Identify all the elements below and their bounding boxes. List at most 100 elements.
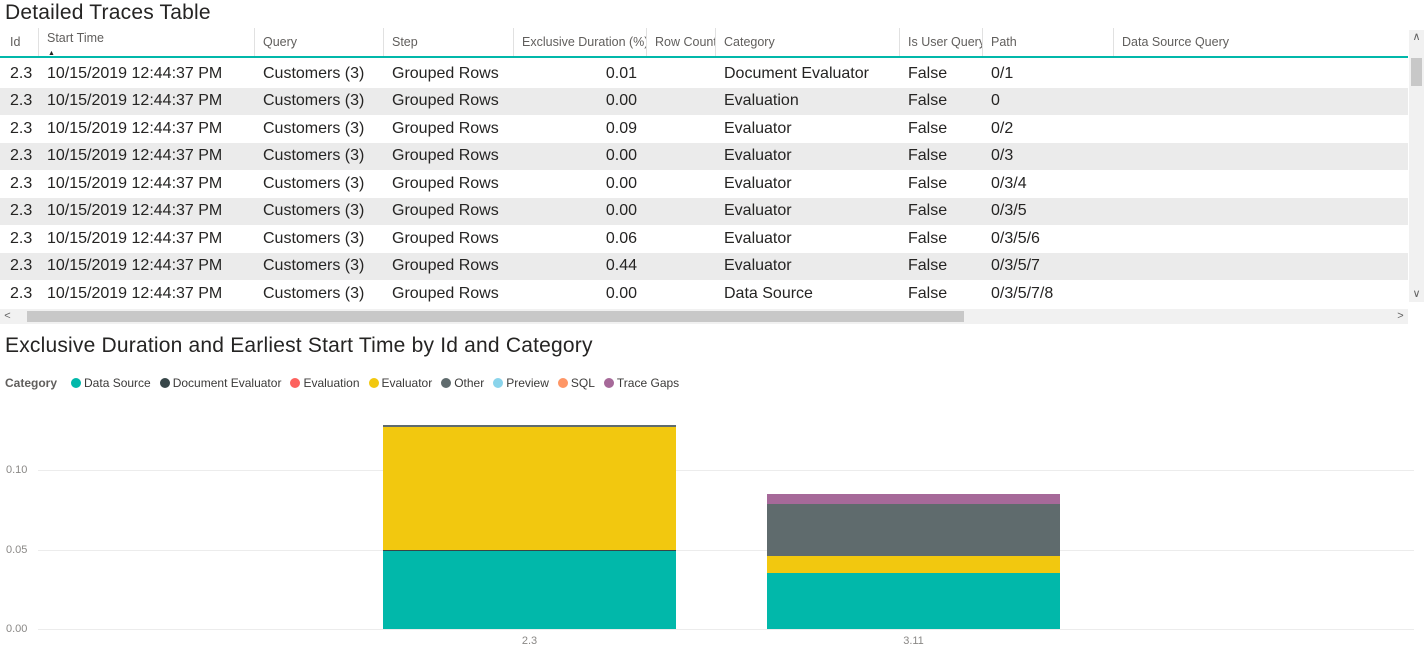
table-row[interactable]: 2.3 10/15/2019 12:44:37 PM Customers (3) Gr…: [0, 115, 1408, 143]
table-cell: 2.3: [10, 147, 33, 165]
column-header-label: Step: [392, 35, 418, 49]
horizontal-scrollbar-thumb[interactable]: [27, 311, 964, 322]
column-header-row-count[interactable]: Row Count: [647, 28, 716, 56]
table-body: 2.3 10/15/2019 12:44:37 PM Customers (3) Gr…: [0, 60, 1408, 308]
legend-item-document-evaluator[interactable]: Document Evaluator: [159, 376, 281, 390]
legend-item-label: Evaluator: [381, 376, 433, 390]
table-cell: Customers (3): [263, 202, 365, 220]
column-header-label: Start Time: [47, 31, 104, 45]
table-row[interactable]: 2.3 10/15/2019 12:44:37 PM Customers (3) Gr…: [0, 280, 1408, 308]
column-header-start-time[interactable]: Start Time ▲: [39, 28, 255, 56]
horizontal-scrollbar[interactable]: < >: [0, 309, 1408, 324]
legend-color-dot: [290, 378, 301, 388]
table-cell: 2.3: [10, 92, 33, 110]
table-row[interactable]: 2.3 10/15/2019 12:44:37 PM Customers (3) Gr…: [0, 170, 1408, 198]
legend-color-dot: [71, 378, 82, 388]
column-header-query[interactable]: Query: [255, 28, 384, 56]
table-cell: 2.3: [10, 174, 33, 192]
table-cell: 0.01: [605, 64, 637, 82]
stacked-bar-3-11[interactable]: [767, 494, 1060, 629]
table-cell: False: [908, 229, 948, 247]
table-cell: 0/3/4: [991, 174, 1027, 192]
legend-item-sql[interactable]: SQL: [557, 376, 595, 390]
table-cell: 2.3: [10, 257, 33, 275]
sort-ascending-icon: ▲: [48, 50, 55, 56]
scroll-left-icon[interactable]: <: [0, 309, 15, 324]
table-cell: 0: [991, 92, 1000, 110]
bar-segment-other[interactable]: [383, 425, 676, 427]
table-row[interactable]: 2.3 10/15/2019 12:44:37 PM Customers (3) Gr…: [0, 225, 1408, 253]
column-header-category[interactable]: Category: [716, 28, 900, 56]
table-cell: Grouped Rows: [392, 229, 499, 247]
table-row[interactable]: 2.3 10/15/2019 12:44:37 PM Customers (3) Gr…: [0, 142, 1408, 170]
table-cell: Grouped Rows: [392, 202, 499, 220]
table-header-row: Id Start Time ▲ Query Step Exclusive Duration…: [0, 28, 1408, 58]
table-cell: Evaluator: [724, 147, 792, 165]
table-cell: False: [908, 257, 948, 275]
table-cell: Grouped Rows: [392, 284, 499, 302]
bar-segment-evaluator[interactable]: [383, 427, 676, 550]
vertical-scrollbar[interactable]: ∧ ∨: [1409, 30, 1424, 302]
legend-item-evaluator[interactable]: Evaluator: [368, 376, 433, 390]
legend-item-trace-gaps[interactable]: Trace Gaps: [603, 376, 680, 390]
table-row[interactable]: 2.3 10/15/2019 12:44:37 PM Customers (3) Gr…: [0, 252, 1408, 280]
scroll-right-icon[interactable]: >: [1393, 309, 1408, 324]
table-cell: Evaluator: [724, 174, 792, 192]
table-cell: 10/15/2019 12:44:37 PM: [47, 119, 223, 137]
scroll-down-icon[interactable]: ∨: [1409, 287, 1424, 302]
column-header-label: Row Count: [655, 35, 716, 49]
chart-title: Exclusive Duration and Earliest Start Ti…: [5, 334, 593, 357]
table-cell: 2.3: [10, 119, 33, 137]
chart-plot-area: 0.00 0.05 0.10 2.3 3.11: [0, 400, 1424, 672]
table-cell: Data Source: [724, 284, 813, 302]
legend-item-data-source[interactable]: Data Source: [71, 376, 151, 390]
table-cell: False: [908, 202, 948, 220]
bar-segment-data-source[interactable]: [383, 551, 676, 629]
column-header-step[interactable]: Step: [384, 28, 514, 56]
column-header-is-user-query[interactable]: Is User Query: [900, 28, 983, 56]
legend-item-label: Data Source: [84, 376, 151, 390]
bar-segment-trace-gaps[interactable]: [767, 494, 1060, 504]
bar-segment-evaluator[interactable]: [767, 556, 1060, 573]
column-header-path[interactable]: Path: [983, 28, 1114, 56]
legend-item-preview[interactable]: Preview: [493, 376, 549, 390]
table-cell: Grouped Rows: [392, 119, 499, 137]
stacked-bar-2-3[interactable]: [383, 425, 676, 629]
bar-segment-document-evaluator[interactable]: [383, 550, 676, 551]
table-cell: 0.06: [605, 229, 637, 247]
table-cell: Customers (3): [263, 92, 365, 110]
table-cell: 0.00: [605, 174, 637, 192]
table-cell: Customers (3): [263, 229, 365, 247]
legend-item-evaluation[interactable]: Evaluation: [290, 376, 360, 390]
scroll-up-icon[interactable]: ∧: [1409, 30, 1424, 45]
table-cell: False: [908, 147, 948, 165]
table-cell: Document Evaluator: [724, 64, 869, 82]
table-cell: Customers (3): [263, 174, 365, 192]
table-cell: 10/15/2019 12:44:37 PM: [47, 284, 223, 302]
table-cell: Evaluator: [724, 119, 792, 137]
bar-segment-other[interactable]: [767, 504, 1060, 556]
legend-item-other[interactable]: Other: [441, 376, 484, 390]
table-title: Detailed Traces Table: [5, 1, 211, 24]
table-row[interactable]: 2.3 10/15/2019 12:44:37 PM Customers (3) Gr…: [0, 197, 1408, 225]
column-header-label: Id: [10, 35, 21, 49]
table-cell: Grouped Rows: [392, 257, 499, 275]
column-header-label: Query: [263, 35, 298, 49]
table-row[interactable]: 2.3 10/15/2019 12:44:37 PM Customers (3) Gr…: [0, 87, 1408, 115]
table-cell: Evaluator: [724, 202, 792, 220]
table-cell: 10/15/2019 12:44:37 PM: [47, 92, 223, 110]
table-cell: 2.3: [10, 229, 33, 247]
x-axis-tick-label: 3.11: [903, 635, 924, 647]
column-header-data-source-query[interactable]: Data Source Query: [1114, 28, 1408, 56]
legend-item-label: Trace Gaps: [616, 376, 680, 390]
bar-segment-data-source[interactable]: [767, 573, 1060, 629]
column-header-exclusive-duration[interactable]: Exclusive Duration (%): [514, 28, 647, 56]
table-row[interactable]: 2.3 10/15/2019 12:44:37 PM Customers (3) Gr…: [0, 60, 1408, 88]
column-header-id[interactable]: Id: [0, 28, 39, 56]
vertical-scrollbar-thumb[interactable]: [1411, 58, 1422, 86]
table-cell: False: [908, 284, 948, 302]
legend-color-dot: [368, 378, 379, 388]
table-cell: 0/3/5/7: [991, 257, 1040, 275]
table-cell: Customers (3): [263, 119, 365, 137]
